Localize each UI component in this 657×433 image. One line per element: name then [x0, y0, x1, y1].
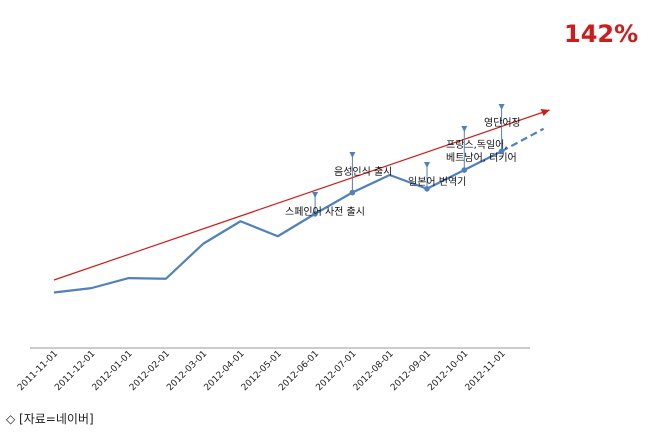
- source-note: ◇ [자료=네이버]: [6, 412, 94, 426]
- annotation-label: 스페인어 사전 출시: [285, 206, 365, 218]
- x-tick-label: 2012-11-01: [464, 349, 508, 393]
- annotation-label: 영단어장: [484, 117, 521, 129]
- annotation-arrowhead: [349, 152, 356, 158]
- growth-label: 142%: [564, 20, 638, 48]
- series-dashed-extension: [501, 127, 545, 153]
- annotation-label: 일본어 번역기: [408, 176, 466, 188]
- annotation-arrowhead: [312, 192, 319, 198]
- annotation-arrowhead: [498, 104, 505, 110]
- annotation-arrowhead: [424, 162, 430, 168]
- annotation-label: 프랑스,독일어,: [446, 139, 508, 151]
- series-line: [53, 150, 503, 294]
- annotation-arrowhead: [461, 126, 468, 132]
- annotation-label: 베트남어, 터키어: [446, 152, 517, 164]
- trendline: [53, 109, 550, 281]
- annotation-label: 음성인식 출시: [334, 166, 392, 178]
- trendline-arrowhead: [540, 109, 550, 116]
